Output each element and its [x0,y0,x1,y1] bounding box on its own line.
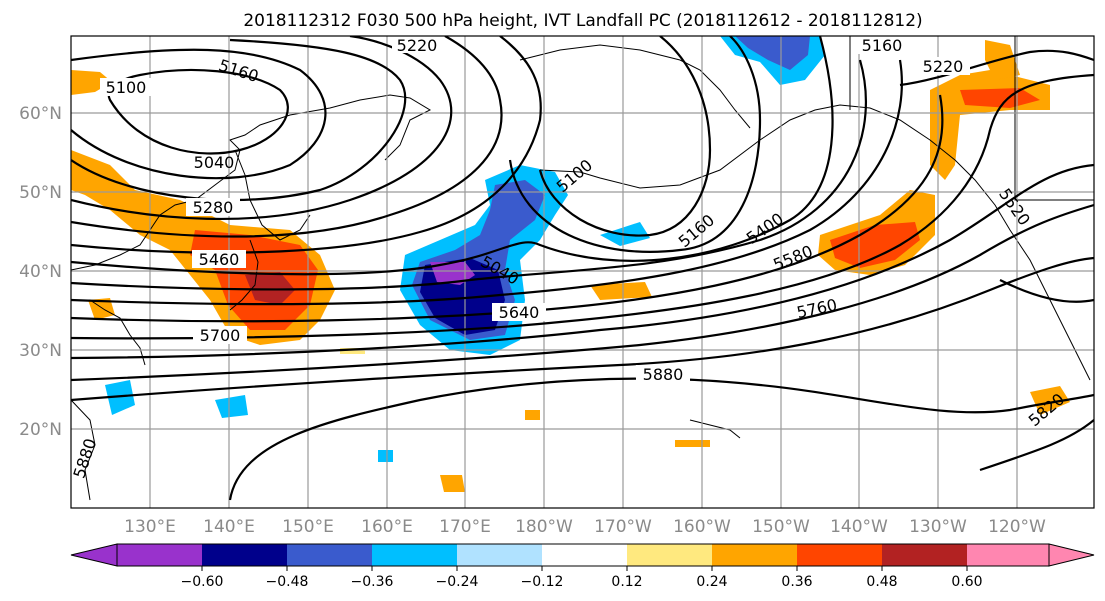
map-border [70,35,1095,509]
colorbar-tick: −0.12 [521,574,564,590]
lon-label: 180°W [515,517,573,537]
lon-label: 140°E [203,517,255,537]
contour-label: 5640 [499,303,540,322]
colorbar-tick: 0.36 [781,574,812,590]
contour-label: 5460 [199,250,240,269]
colorbar: −0.60 −0.48 −0.36 −0.24 −0.12 0.12 0.24 … [70,543,1095,590]
contour-label: 5040 [194,153,235,172]
colorbar-tick: −0.24 [436,574,479,590]
lon-label: 160°W [673,517,731,537]
contour-label: 5880 [643,365,684,384]
lon-label: 170°E [439,517,491,537]
colorbar-tick: 0.12 [611,574,642,590]
map-panel: 5220 5160 5100 5160 5220 5040 5280 5460 … [71,36,1094,508]
colorbar-tick: 0.24 [696,574,727,590]
lat-label: 50°N [19,183,62,203]
lon-label: 150°W [752,517,810,537]
lon-label: 120°W [988,517,1046,537]
lon-label: 130°E [124,517,176,537]
contour-label: 5220 [923,57,964,76]
latitude-labels: 20°N 30°N 40°N 50°N 60°N [19,104,62,440]
lat-label: 30°N [19,341,62,361]
lon-label: 140°W [830,517,888,537]
contour-label: 5280 [193,198,234,217]
coastlines [71,36,1094,501]
lat-label: 40°N [19,262,62,282]
colorbar-tick: −0.60 [181,574,224,590]
figure-title: 2018112312 F030 500 hPa height, IVT Land… [243,11,922,31]
lat-label: 20°N [19,420,62,440]
colorbar-tick: 0.60 [951,574,982,590]
lon-label: 160°E [361,517,413,537]
contour-label: 5100 [106,78,147,97]
lon-label: 130°W [909,517,967,537]
lon-label: 150°E [282,517,334,537]
longitude-labels: 130°E 140°E 150°E 160°E 170°E 180°W 170°… [124,517,1046,537]
contour-label: 5700 [200,326,241,345]
lat-label: 60°N [19,104,62,124]
colorbar-tick: −0.48 [266,574,309,590]
contour-label: 5160 [862,36,903,55]
colorbar-tick: −0.36 [351,574,394,590]
height-contours [71,36,1094,501]
colorbar-tick: 0.48 [866,574,897,590]
contour-label: 5220 [397,36,438,55]
lon-label: 170°W [594,517,652,537]
contour-labels: 5220 5160 5100 5160 5220 5040 5280 5460 … [71,36,1068,481]
